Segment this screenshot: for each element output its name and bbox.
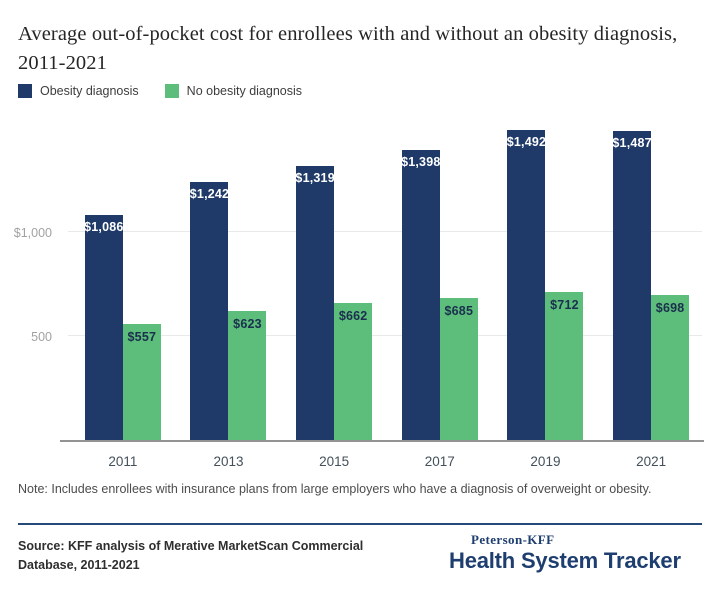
bar-group-2011: $1,086 $557 2011: [84, 110, 161, 469]
logo-brand-text: Peterson-KFF: [471, 532, 555, 547]
bar-value-label: $623: [233, 317, 262, 331]
bar-value-label: $1,398: [401, 155, 441, 169]
bar-value-label: $1,086: [84, 220, 124, 234]
bar-obesity-2019[interactable]: $1,492: [506, 130, 547, 440]
logo-name-text: Health System Tracker: [449, 548, 681, 573]
bar-no-obesity-2011[interactable]: $557: [122, 324, 161, 440]
legend-label-no-obesity: No obesity diagnosis: [186, 84, 303, 98]
bar-value-label: $1,242: [189, 187, 230, 201]
source-text: Source: KFF analysis of Merative MarketS…: [18, 537, 398, 575]
bar-value-label: $1,319: [295, 171, 335, 185]
bar-group-2021: $1,487 $698 2021: [612, 110, 690, 469]
gridline-1000: [68, 231, 702, 232]
plot-area: $1,086 $557 2011 $1,242 $623 2013 $1,319 $662 20…: [14, 110, 704, 469]
y-axis-tick-1000: $1,000: [13, 226, 52, 240]
bar-no-obesity-2019[interactable]: $712: [545, 292, 584, 440]
chart-title: Average out-of-pocket cost for enrollees…: [18, 23, 678, 74]
bar-value-label: $557: [127, 330, 157, 344]
legend-item-no-obesity: No obesity diagnosis: [164, 84, 303, 98]
bar-groups: $1,086 $557 2011 $1,242 $623 2013 $1,319 $662 20…: [60, 110, 704, 469]
legend-label-obesity: Obesity diagnosis: [40, 84, 139, 98]
bar-no-obesity-2021[interactable]: $698: [651, 295, 690, 440]
x-axis-label-2017: 2017: [424, 454, 455, 469]
bar-group-2015: $1,319 $662 2015: [295, 110, 373, 469]
divider-rule: [18, 523, 702, 525]
note-text: Note: Includes enrollees with insurance …: [18, 482, 652, 496]
bar-no-obesity-2017[interactable]: $685: [439, 298, 478, 440]
bar-obesity-2013[interactable]: $1,242: [189, 182, 230, 440]
bar-value-label: $1,487: [612, 136, 652, 150]
x-axis-label-2021: 2021: [636, 454, 667, 469]
legend: Obesity diagnosis No obesity diagnosis: [18, 84, 302, 98]
health-system-tracker-logo[interactable]: Peterson-KFF Health System Tracker: [449, 532, 704, 574]
legend-swatch-no-obesity-icon: [164, 84, 179, 98]
bar-obesity-2015[interactable]: $1,319: [295, 166, 335, 440]
bar-value-label: $685: [444, 304, 474, 318]
gridline-500: [68, 335, 702, 336]
bar-value-label: $1,492: [506, 135, 547, 149]
bar-obesity-2011[interactable]: $1,086: [84, 215, 124, 440]
bar-obesity-2021[interactable]: $1,487: [612, 131, 652, 440]
y-axis-tick-500: 500: [31, 330, 52, 344]
x-axis-label-2019: 2019: [530, 454, 561, 469]
source-line-1: Source: KFF analysis of Merative MarketS…: [18, 539, 364, 553]
bar-group-2019: $1,492 $712 2019: [506, 110, 584, 469]
legend-item-obesity: Obesity diagnosis: [18, 84, 139, 98]
legend-swatch-obesity-icon: [18, 84, 32, 98]
x-axis-label-2011: 2011: [108, 454, 138, 469]
source-line-2: Database, 2011-2021: [18, 558, 140, 572]
bar-value-label: $662: [338, 309, 368, 323]
bar-no-obesity-2013[interactable]: $623: [228, 311, 267, 440]
x-axis-label-2015: 2015: [319, 454, 350, 469]
bar-group-2013: $1,242 $623 2013: [189, 110, 267, 469]
bar-value-label: $712: [550, 298, 579, 312]
bar-value-label: $698: [655, 301, 685, 315]
bar-obesity-2017[interactable]: $1,398: [401, 150, 441, 440]
x-axis-label-2013: 2013: [213, 454, 244, 469]
bar-no-obesity-2015[interactable]: $662: [334, 303, 373, 440]
bar-group-2017: $1,398 $685 2017: [401, 110, 478, 469]
